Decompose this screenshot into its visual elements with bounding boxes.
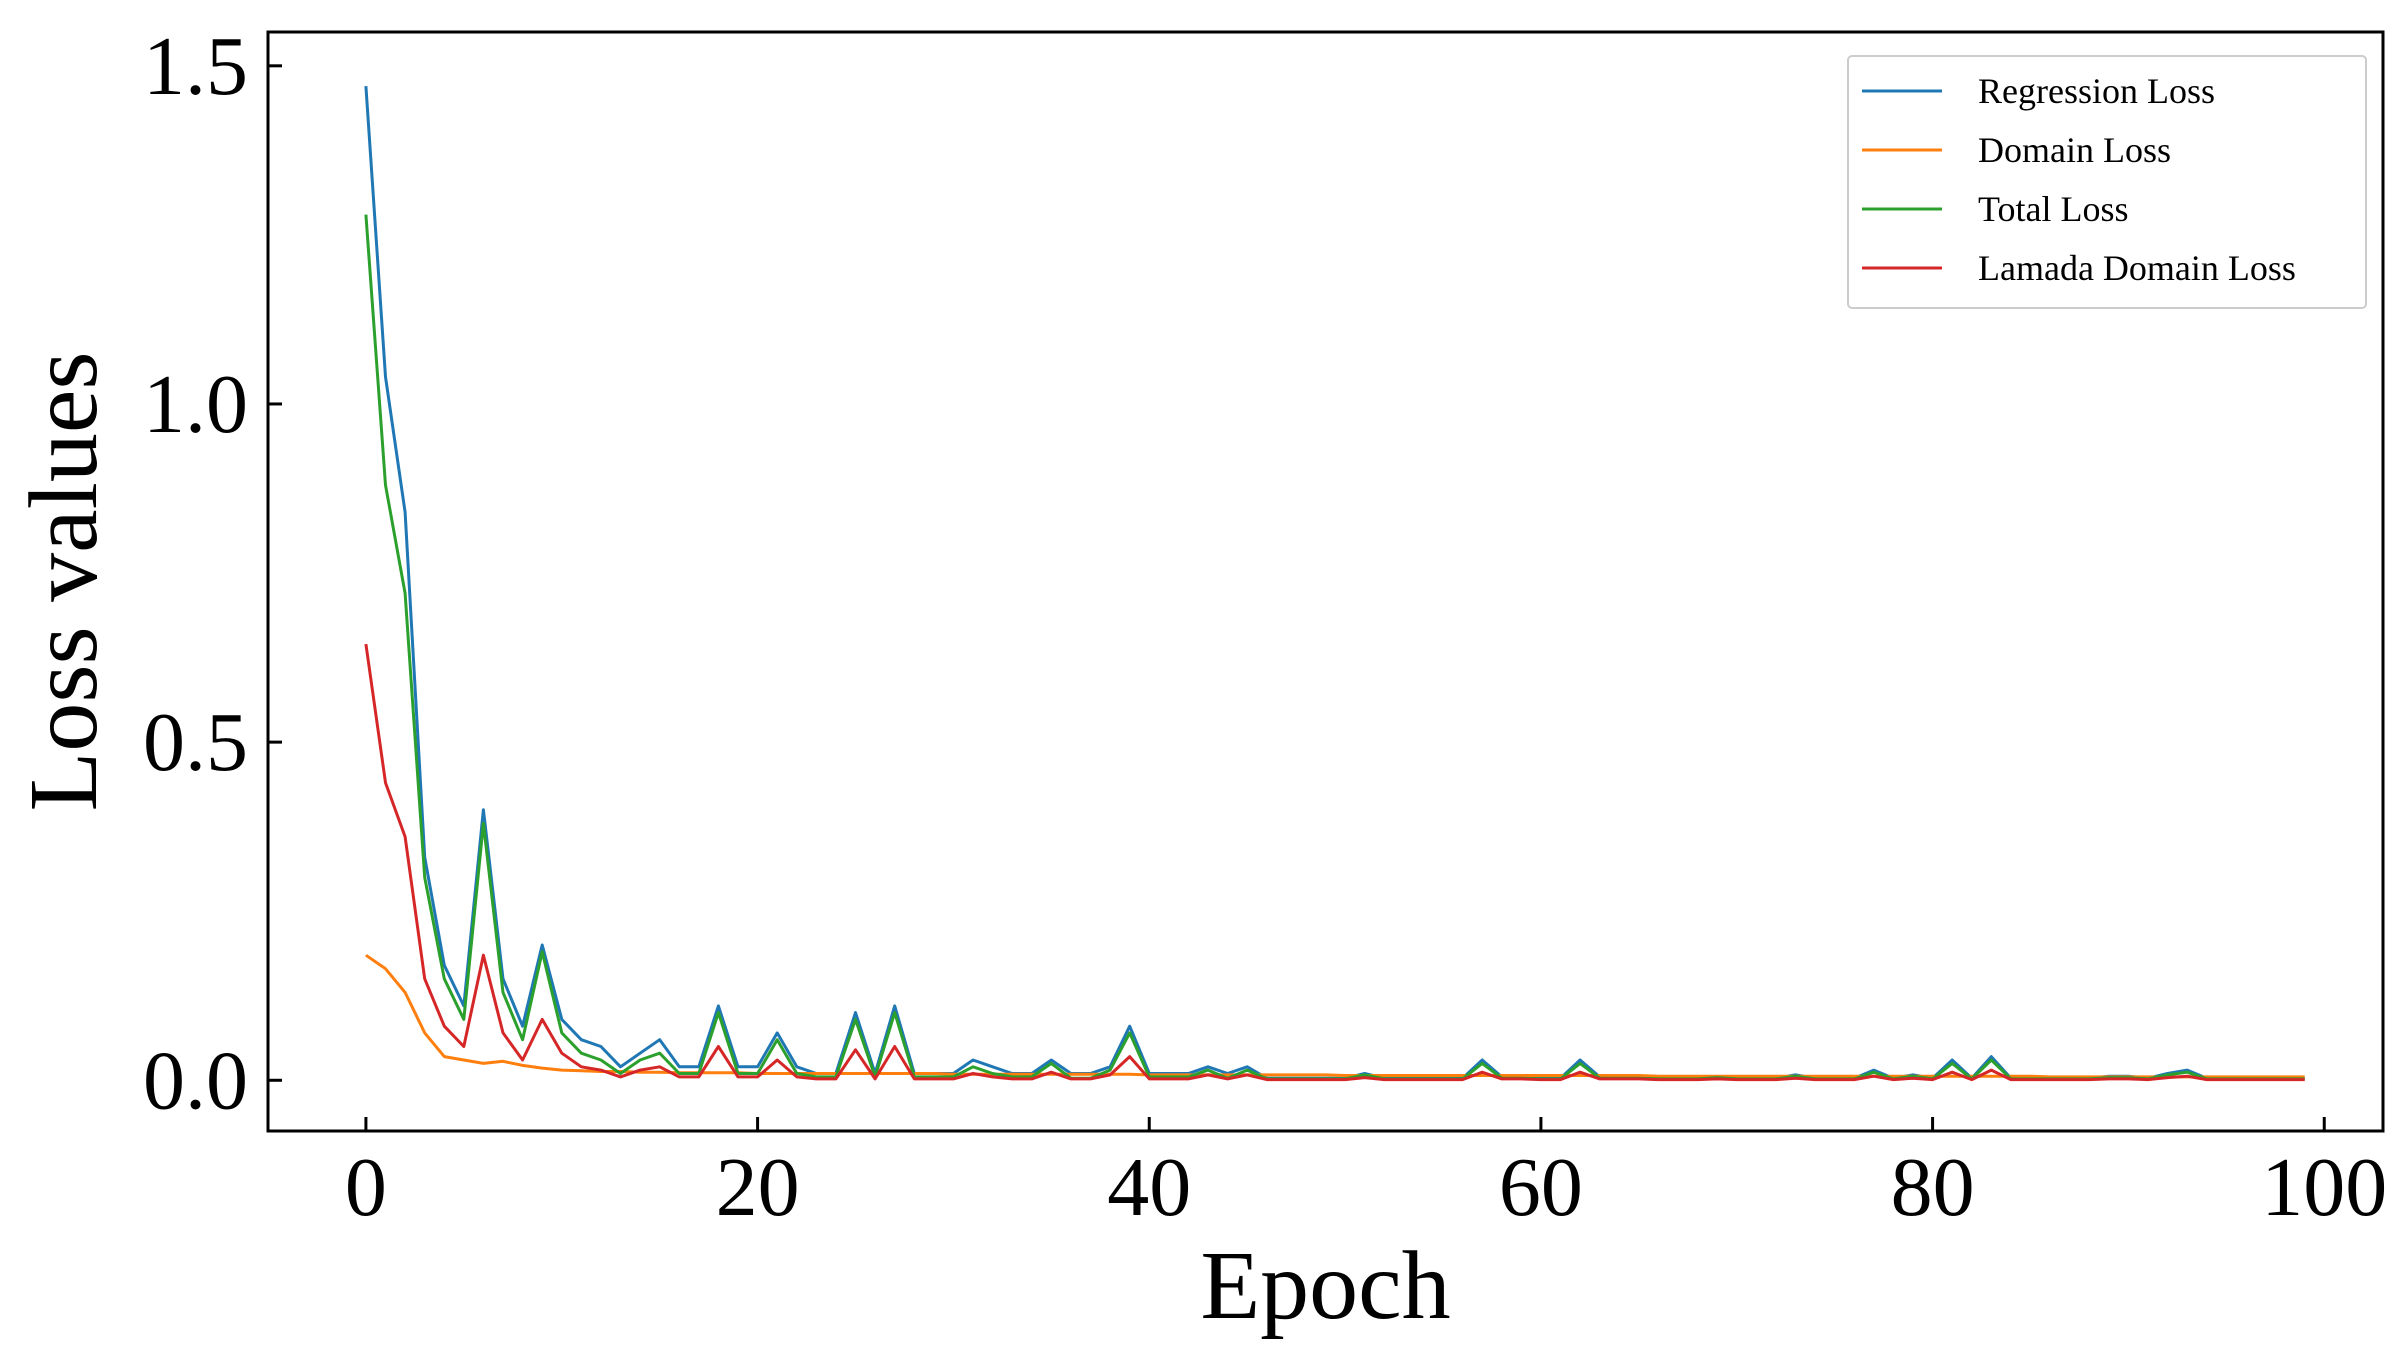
plot-area-frame: [266, 30, 2385, 1133]
legend-label: Regression Loss: [1978, 71, 2215, 111]
x-tick-label: 100: [2261, 1141, 2387, 1234]
x-tick-label: 60: [1499, 1141, 1583, 1234]
legend-box: [1847, 55, 2367, 309]
x-tick-label: 80: [1891, 1141, 1975, 1234]
x-tick-label: 40: [1107, 1141, 1191, 1234]
legend: Regression Loss Domain Loss Total Loss Lama…: [1847, 55, 2367, 309]
x-tick-label: 0: [345, 1141, 387, 1234]
y-tick-label: 0.5: [143, 696, 248, 789]
y-axis-title: Loss values: [10, 352, 118, 812]
y-tick-label: 1.5: [143, 20, 248, 113]
axis-ticks: 0 20 40 60 80 100 0.0 0.5 1.0 1.5: [143, 20, 2387, 1234]
series-line-lamada-domain-loss: [364, 643, 2305, 1082]
y-tick-label: 0.0: [143, 1034, 248, 1127]
x-tick-label: 20: [716, 1141, 800, 1234]
legend-label: Total Loss: [1978, 189, 2128, 229]
legend-label: Domain Loss: [1978, 130, 2171, 170]
y-tick-label: 1.0: [143, 358, 248, 451]
legend-label: Lamada Domain Loss: [1978, 248, 2296, 288]
series-layer: [364, 85, 2305, 1082]
x-axis-title: Epoch: [1200, 1232, 1450, 1340]
